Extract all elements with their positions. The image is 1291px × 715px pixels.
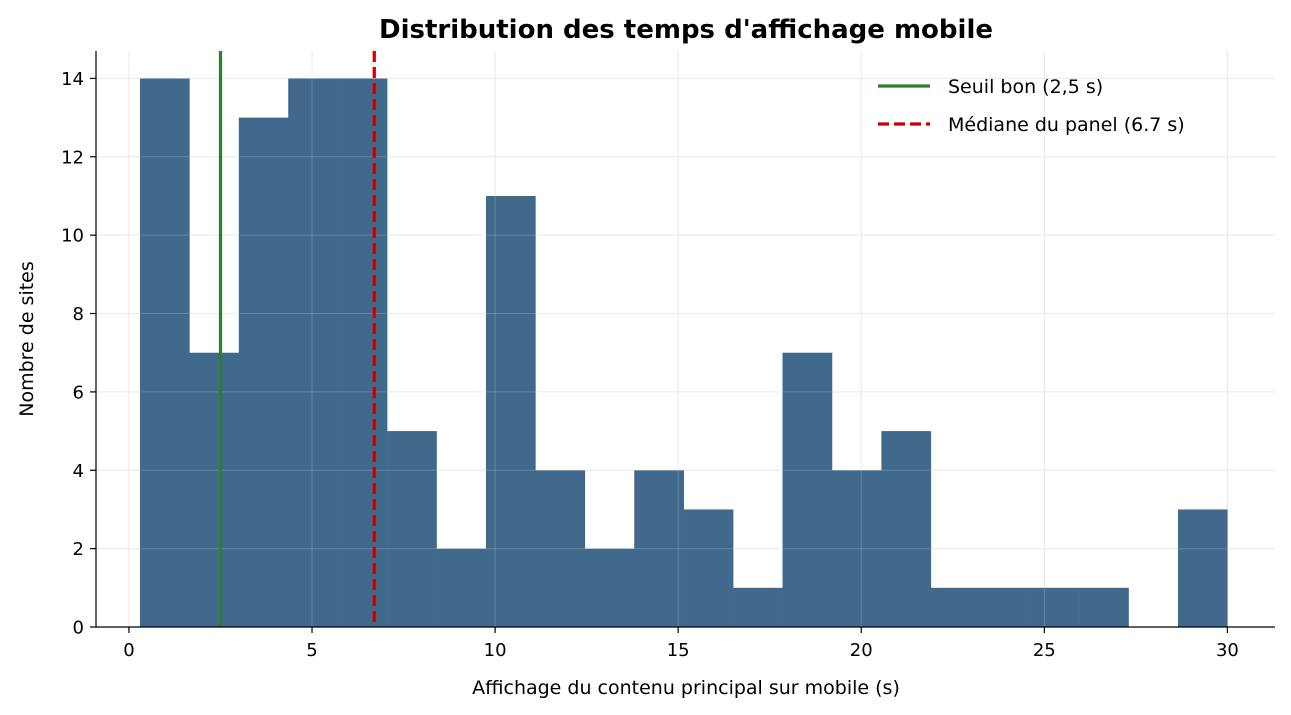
histogram-bar	[831, 470, 882, 627]
x-tick-label: 10	[484, 640, 507, 661]
y-axis-label: Nombre de sites	[16, 261, 38, 417]
histogram-bar	[189, 352, 240, 627]
x-tick-label: 15	[667, 640, 690, 661]
histogram-bar	[683, 509, 734, 627]
y-tick-label: 4	[73, 461, 84, 482]
legend-entry-label: Médiane du panel (6.7 s)	[948, 114, 1185, 136]
y-tick-label: 14	[61, 69, 84, 90]
x-tick-label: 20	[850, 640, 873, 661]
histogram-bar	[1177, 509, 1228, 627]
histogram-bar	[980, 587, 1030, 627]
histogram-bar	[782, 352, 833, 627]
chart-title: Distribution des temps d'affichage mobil…	[379, 15, 993, 45]
histogram-bar	[387, 431, 437, 627]
histogram-bar	[1079, 587, 1129, 627]
histogram-bar	[436, 548, 487, 627]
histogram-bar	[584, 548, 635, 627]
histogram-bar	[1029, 587, 1080, 627]
y-tick-label: 2	[73, 539, 84, 560]
axes: 0 5 10 15 20 25 30 0 2 4 6 8 10 12 14	[61, 51, 1275, 661]
histogram-bar	[634, 470, 684, 627]
y-tick-label: 12	[61, 147, 84, 168]
histogram-bar	[337, 78, 388, 627]
legend-entry-label: Seuil bon (2,5 s)	[948, 76, 1103, 98]
histogram-bar	[881, 431, 932, 627]
x-axis-label: Affichage du contenu principal sur mobil…	[472, 677, 900, 699]
histogram-bar	[288, 78, 338, 627]
histogram-bar	[733, 587, 783, 627]
y-tick-label: 0	[73, 618, 84, 639]
y-tick-label: 10	[61, 226, 84, 247]
histogram-bar	[238, 117, 289, 627]
x-tick-label: 30	[1216, 640, 1239, 661]
reference-lines	[218, 51, 376, 627]
y-tick-label: 6	[73, 382, 84, 403]
histogram-bar	[139, 78, 190, 627]
x-tick-label: 0	[123, 640, 134, 661]
histogram-bar	[485, 195, 536, 627]
x-tick-label: 5	[306, 640, 317, 661]
x-tick-label: 25	[1033, 640, 1056, 661]
y-tick-label: 8	[73, 304, 84, 325]
histogram-bars	[96, 51, 1275, 628]
histogram-bar	[930, 587, 981, 627]
histogram-bar	[535, 470, 586, 627]
legend: Seuil bon (2,5 s) Médiane du panel (6.7 s…	[878, 76, 1185, 136]
